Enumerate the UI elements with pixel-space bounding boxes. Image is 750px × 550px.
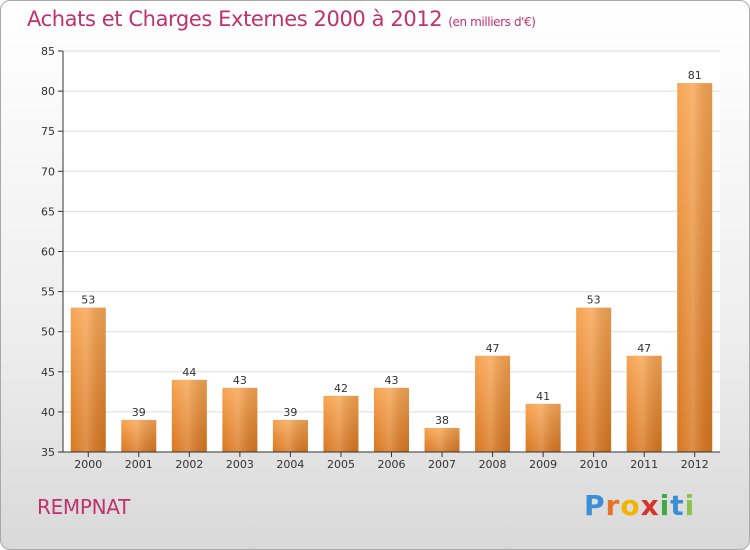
logo-letter: P bbox=[584, 489, 606, 522]
x-tick-label: 2003 bbox=[226, 458, 254, 471]
logo-letter: o bbox=[620, 489, 641, 522]
data-label: 39 bbox=[132, 406, 146, 419]
data-label: 41 bbox=[536, 390, 550, 403]
bar-shine bbox=[424, 427, 460, 452]
bar-shine bbox=[374, 387, 409, 452]
data-label: 81 bbox=[688, 69, 702, 82]
bar-shine bbox=[272, 419, 308, 452]
x-tick-label: 2005 bbox=[327, 458, 355, 471]
data-label: 39 bbox=[283, 406, 297, 419]
grid-lines bbox=[63, 50, 720, 413]
data-label: 53 bbox=[587, 294, 601, 307]
y-tick-label: 45 bbox=[41, 366, 55, 379]
y-tick-label: 35 bbox=[41, 446, 55, 459]
chart-title-unit: (en milliers d'€) bbox=[448, 15, 536, 29]
bar-shine bbox=[70, 307, 106, 452]
y-tick-label: 50 bbox=[41, 326, 55, 339]
bar-shine bbox=[677, 83, 713, 452]
data-label: 47 bbox=[637, 342, 651, 355]
logo-letter: i bbox=[684, 489, 696, 522]
data-label: 38 bbox=[435, 414, 449, 427]
location-name: REMPNAT bbox=[37, 495, 131, 519]
y-tick-label: 55 bbox=[41, 286, 55, 299]
y-tick-label: 60 bbox=[41, 246, 55, 259]
y-tick-label: 85 bbox=[41, 45, 55, 58]
data-label: 47 bbox=[486, 342, 500, 355]
bar-shine bbox=[626, 355, 662, 452]
x-tick-label: 2007 bbox=[428, 458, 456, 471]
x-tick-label: 2012 bbox=[681, 458, 709, 471]
logo-letter: x bbox=[640, 489, 660, 522]
bar-shine bbox=[323, 395, 359, 452]
x-tick-label: 2008 bbox=[479, 458, 507, 471]
y-tick-label: 75 bbox=[41, 125, 55, 138]
x-tick-label: 2001 bbox=[125, 458, 153, 471]
x-tick-label: 2006 bbox=[378, 458, 406, 471]
logo-letter: i bbox=[659, 489, 671, 522]
y-tick-label: 80 bbox=[41, 85, 55, 98]
bar-shine bbox=[525, 403, 561, 452]
data-label: 53 bbox=[81, 294, 95, 307]
axes bbox=[58, 50, 720, 457]
x-tick-label: 2010 bbox=[580, 458, 608, 471]
x-tick-label: 2011 bbox=[630, 458, 658, 471]
chart-title: Achats et Charges Externes 2000 à 2012 (e… bbox=[27, 7, 536, 31]
y-tick-label: 70 bbox=[41, 165, 55, 178]
bar-shine bbox=[222, 387, 258, 452]
x-tick-label: 2004 bbox=[276, 458, 304, 471]
logo-letter: t bbox=[670, 489, 685, 522]
bars bbox=[70, 83, 713, 452]
data-label: 44 bbox=[182, 366, 196, 379]
bar-shine bbox=[475, 355, 511, 452]
y-tick-label: 40 bbox=[41, 406, 55, 419]
y-tick-label: 65 bbox=[41, 205, 55, 218]
bar-shine bbox=[576, 307, 612, 452]
bar-shine bbox=[121, 419, 157, 452]
bar-shine bbox=[171, 379, 207, 452]
x-tick-label: 2009 bbox=[529, 458, 557, 471]
chart-title-text: Achats et Charges Externes 2000 à 2012 bbox=[27, 7, 443, 31]
data-label: 42 bbox=[334, 382, 348, 395]
x-tick-label: 2002 bbox=[175, 458, 203, 471]
labels: 35 40 45 50 55 60 65 70 75 80 85 53 2000 39 2001 44 2002… bbox=[41, 45, 709, 471]
data-label: 43 bbox=[385, 374, 399, 387]
logo-letter: r bbox=[605, 489, 621, 522]
x-tick-label: 2000 bbox=[74, 458, 102, 471]
proxiti-logo[interactable]: Proxiti bbox=[584, 489, 695, 522]
data-label: 43 bbox=[233, 374, 247, 387]
